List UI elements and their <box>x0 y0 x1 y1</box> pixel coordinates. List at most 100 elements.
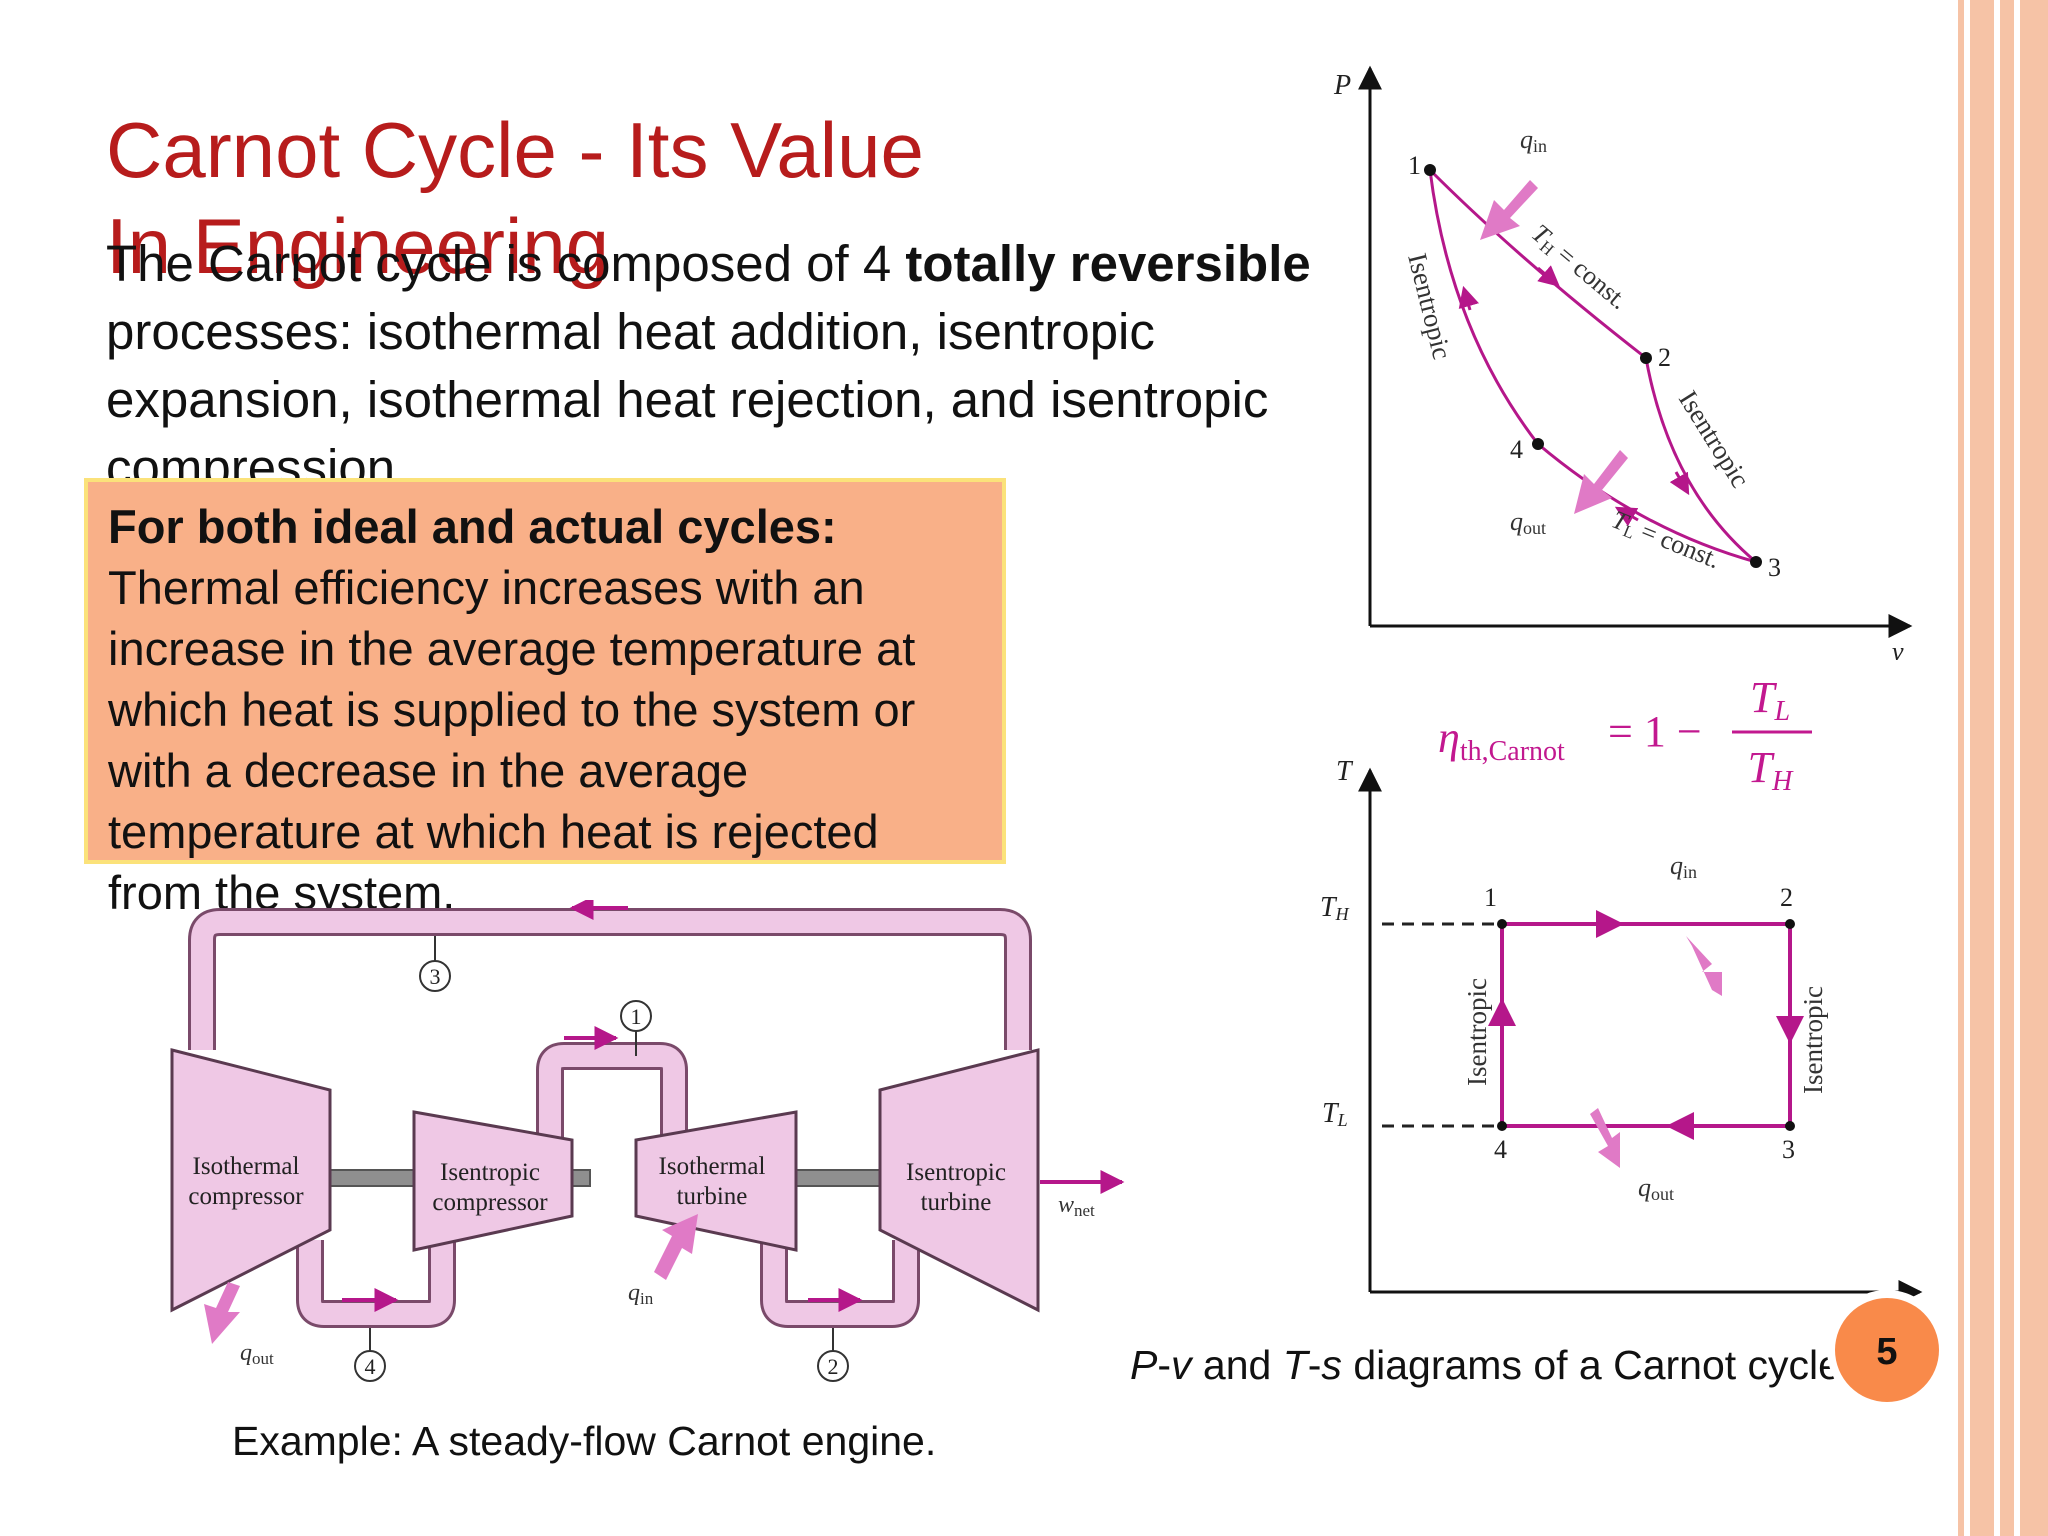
ts-point-2 <box>1785 919 1795 929</box>
intro-paragraph: The Carnot cycle is composed of 4 totall… <box>106 230 1346 502</box>
pv-q-out-arrow <box>1574 450 1628 514</box>
pv-tl-label: TL = const. <box>1607 505 1724 576</box>
pv-q-in-arrow <box>1480 180 1538 240</box>
ts-point-1 <box>1497 919 1507 929</box>
device-3-line1: Isothermal <box>659 1153 766 1180</box>
pv-point-2 <box>1640 352 1652 364</box>
slide-title: Carnot Cycle - Its Value In Engineering <box>106 106 924 290</box>
pv-label-2: 2 <box>1658 343 1671 372</box>
pv-curve-1-2 <box>1428 168 1647 360</box>
intro-text-2: processes: isothermal heat addition, ise… <box>106 303 1269 496</box>
pv-y-label: P <box>1333 70 1351 101</box>
ts-y-label: T <box>1336 756 1354 787</box>
caption-dash-1: - <box>1157 1342 1172 1388</box>
callout-box: For both ideal and actual cycles: Therma… <box>84 478 1006 919</box>
ts-q-out-arrow <box>1590 1108 1620 1168</box>
state-4-marker <box>354 1350 386 1382</box>
caption-and: and <box>1191 1342 1283 1388</box>
caption-p: P <box>1130 1342 1158 1388</box>
caption-t: T <box>1282 1342 1308 1388</box>
formula-denominator: TH <box>1748 743 1794 797</box>
device-4-line2: turbine <box>921 1189 992 1216</box>
state-1-label: 1 <box>631 1004 642 1029</box>
engine-caption: Example: A steady-flow Carnot engine. <box>232 1418 937 1464</box>
state-1-marker <box>620 1000 652 1032</box>
carnot-engine-diagram: Isothermal compressor Isentropic compres… <box>170 900 1125 1382</box>
state-2-marker <box>817 1350 849 1382</box>
isothermal-turbine-body <box>634 1110 798 1252</box>
pv-th-label: TH = const. <box>1525 218 1634 316</box>
pv-x-label: v <box>1892 637 1904 660</box>
pv-label-4: 4 <box>1510 435 1523 464</box>
ts-tl-label: TL <box>1322 1098 1348 1130</box>
q-in-label: qin <box>628 1280 654 1308</box>
edge-stripe-3 <box>2000 0 2014 1536</box>
isentropic-compressor-body <box>412 1110 574 1252</box>
pv-point-3 <box>1750 556 1762 568</box>
device-1-line1: Isothermal <box>193 1153 300 1180</box>
pv-label-3: 3 <box>1768 553 1781 582</box>
ts-q-in-arrow <box>1686 936 1722 996</box>
page-number-badge: 5 <box>1827 1290 1947 1410</box>
formula-numerator: TL <box>1750 673 1790 727</box>
formula-lhs: ηth,Carnot <box>1438 713 1565 767</box>
page-number: 5 <box>1876 1331 1897 1373</box>
q-in-arrow <box>654 1214 698 1280</box>
pv-arrow-isen-left <box>1458 285 1479 311</box>
ts-q-out-label: qout <box>1638 1173 1674 1204</box>
ts-isentropic-left: Isentropic <box>1462 978 1492 1086</box>
ts-point-4 <box>1497 1121 1507 1131</box>
state-3-marker <box>419 960 451 992</box>
callout-bold: For both ideal and actual cycles: <box>108 500 837 553</box>
ts-th-label: TH <box>1320 892 1350 924</box>
device-2-line1: Isentropic <box>440 1159 540 1186</box>
pv-arrow-th <box>1537 265 1560 287</box>
edge-stripe-2 <box>1970 0 1994 1536</box>
ts-isentropic-right: Isentropic <box>1798 986 1828 1094</box>
caption-v: v <box>1171 1342 1192 1388</box>
edge-stripe-4 <box>2020 0 2048 1536</box>
intro-text-1: The Carnot cycle is composed of 4 <box>106 235 906 292</box>
edge-stripe-1 <box>1958 0 1964 1536</box>
isothermal-compressor-body <box>170 1048 332 1313</box>
badge-circle <box>1835 1298 1939 1402</box>
ts-q-in-label: qin <box>1670 851 1697 882</box>
isentropic-turbine-body <box>878 1048 1040 1313</box>
caption-dash-2: - <box>1307 1342 1322 1388</box>
ts-label-1: 1 <box>1484 883 1497 912</box>
ts-label-2: 2 <box>1780 883 1793 912</box>
q-out-label: qout <box>240 1340 274 1368</box>
pv-curve-4-1 <box>1428 169 1540 445</box>
pv-q-out-label: qout <box>1510 507 1546 538</box>
ts-diagram: T s TH TL qin qout Isentropic Isentropic… <box>1320 756 1923 1328</box>
pv-curve-3-4 <box>1537 442 1757 564</box>
formula-eq: = 1 − <box>1608 707 1702 756</box>
ts-point-3 <box>1785 1121 1795 1131</box>
state-2-label: 2 <box>828 1354 839 1379</box>
pv-diagram: P v qin qout TH = const. TL = const. Ise… <box>1333 65 1913 660</box>
ts-label-3: 3 <box>1782 1135 1795 1164</box>
pv-q-in-label: qin <box>1520 125 1547 156</box>
top-pipe <box>188 908 1032 1050</box>
pv-arrow-tl <box>1614 506 1639 527</box>
device-4-line1: Isentropic <box>906 1159 1006 1186</box>
pv-point-1 <box>1424 164 1436 176</box>
device-1-line2: compressor <box>188 1183 304 1210</box>
q-out-arrow <box>204 1282 240 1344</box>
diagrams-caption: P-v and T-s diagrams of a Carnot cycle. <box>1130 1342 1852 1389</box>
caption-rest: diagrams of a Carnot cycle. <box>1341 1342 1853 1388</box>
ts-label-4: 4 <box>1494 1135 1507 1164</box>
pv-point-4 <box>1532 438 1544 450</box>
pv-arrow-isen-right <box>1669 471 1690 496</box>
callout-text: Thermal efficiency increases with an inc… <box>108 561 916 919</box>
device-2-line2: compressor <box>432 1189 548 1216</box>
state-4-label: 4 <box>365 1354 376 1379</box>
device-3-line2: turbine <box>677 1183 748 1210</box>
intro-bold: totally reversible <box>905 235 1311 292</box>
efficiency-formula: ηth,Carnot = 1 − TL TH <box>1438 673 1812 797</box>
state-3-label: 3 <box>430 964 441 989</box>
pv-label-1: 1 <box>1408 151 1421 180</box>
ts-cycle-rect <box>1500 922 1792 1128</box>
w-net-label: wnet <box>1058 1192 1095 1220</box>
caption-s: s <box>1321 1342 1342 1388</box>
